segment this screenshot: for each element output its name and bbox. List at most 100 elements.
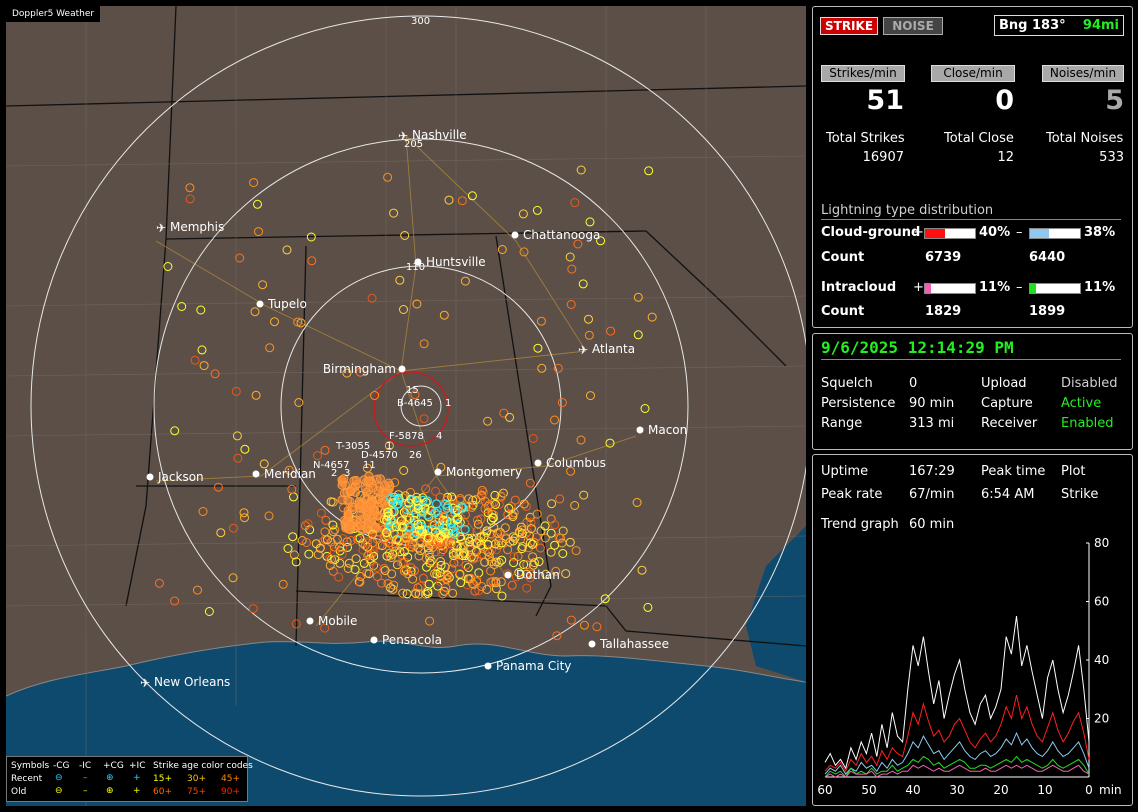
- strike-mark: [413, 501, 423, 511]
- neg-cg-old-icon: ⊖: [55, 786, 63, 796]
- strike-mark: [640, 404, 650, 413]
- strike-mark: [413, 519, 423, 530]
- strike-mark: [465, 542, 475, 552]
- strike-mark: [509, 508, 519, 518]
- city-tallahassee[interactable]: Tallahassee: [588, 637, 669, 651]
- upload-value[interactable]: Disabled: [1061, 376, 1118, 391]
- strike-mark: [325, 560, 335, 570]
- strike-mark: [388, 541, 398, 551]
- strike-mark: [477, 582, 487, 591]
- strike-mark: [303, 519, 313, 529]
- city-nashville[interactable]: ✈ Nashville: [398, 128, 467, 143]
- strike-mark: [370, 391, 380, 400]
- total-strikes-label: Total Strikes: [826, 131, 905, 146]
- city-label: Tallahassee: [599, 637, 669, 651]
- storm-cell-label[interactable]: N-4657: [313, 460, 350, 471]
- city-memphis[interactable]: ✈ Memphis: [156, 220, 224, 235]
- strike-mark: [483, 501, 493, 511]
- strike-mark: [346, 536, 356, 546]
- storm-cell-label[interactable]: T-3055: [335, 441, 370, 452]
- city-atlanta[interactable]: ✈ Atlanta: [578, 342, 635, 357]
- close-per-min-button[interactable]: Close/min: [931, 65, 1015, 82]
- city-macon[interactable]: Macon: [636, 423, 688, 437]
- trend-value[interactable]: 60 min: [909, 517, 955, 532]
- noises-per-min-button[interactable]: Noises/min: [1042, 65, 1124, 82]
- uptime-value: 167:29: [909, 464, 955, 479]
- cg-pos-bar: [924, 228, 976, 239]
- plot-value[interactable]: Strike: [1061, 487, 1099, 502]
- strike-mark: [391, 541, 401, 551]
- storm-cell-suffix: 3: [344, 468, 350, 479]
- strike-mark: [423, 533, 433, 543]
- strike-mark: [647, 312, 657, 322]
- city-pensacola[interactable]: Pensacola: [370, 633, 443, 647]
- cg-plus-sign: +: [913, 225, 924, 240]
- strike-mark: [519, 499, 529, 509]
- close-ring: [373, 371, 449, 447]
- strike-mark: [454, 550, 464, 560]
- city-birmingham[interactable]: Birmingham: [323, 362, 406, 376]
- strike-mark: [284, 465, 294, 475]
- storm-cell-label[interactable]: F-5878: [389, 431, 424, 442]
- strike-mark: [382, 551, 392, 561]
- squelch-value[interactable]: 0: [909, 376, 918, 391]
- peak-time-value: 6:54 AM: [981, 487, 1035, 502]
- radar-map[interactable]: 300 205 110 15 ✈ Nashville ✈ Memphis Chattanoog…: [6, 6, 806, 806]
- city-new-orleans[interactable]: ✈ New Orleans: [140, 675, 230, 690]
- city-montgomery[interactable]: Montgomery: [434, 465, 523, 479]
- city-dothan[interactable]: Dothan: [504, 568, 560, 582]
- receiver-value[interactable]: Enabled: [1061, 416, 1114, 431]
- strike-mark: [423, 587, 433, 596]
- city-tupelo[interactable]: Tupelo: [256, 297, 307, 311]
- strike-indicator[interactable]: STRIKE: [820, 17, 878, 35]
- city-label: Birmingham: [323, 362, 396, 376]
- ic-minus-sign: –: [1016, 280, 1023, 295]
- city-jackson[interactable]: Jackson: [146, 470, 204, 484]
- strike-mark: [489, 510, 498, 520]
- strikes-per-min-button[interactable]: Strikes/min: [821, 65, 905, 82]
- legend-col-neg-cg: -CG: [53, 761, 70, 771]
- city-dot-icon: [252, 470, 260, 478]
- persistence-value[interactable]: 90 min: [909, 396, 955, 411]
- strike-mark: [405, 513, 415, 523]
- city-mobile[interactable]: Mobile: [306, 614, 358, 628]
- trend-series-line: [824, 764, 1090, 778]
- city-chattanooga[interactable]: Chattanooga: [511, 228, 601, 242]
- strike-mark: [550, 415, 559, 425]
- strike-mark: [362, 463, 372, 473]
- strike-mark: [565, 537, 575, 547]
- city-label: Panama City: [496, 659, 571, 673]
- noise-indicator[interactable]: NOISE: [883, 17, 943, 35]
- strike-mark: [351, 475, 361, 485]
- x-tick-label: 20: [993, 783, 1008, 797]
- strike-mark: [430, 508, 440, 518]
- strike-mark: [576, 435, 586, 445]
- city-panama-city[interactable]: Panama City: [484, 659, 572, 673]
- strike-mark: [497, 555, 507, 565]
- map-canvas[interactable]: 300 205 110 15 ✈ Nashville ✈ Memphis Chattanoog…: [6, 6, 806, 806]
- strike-mark: [294, 398, 304, 407]
- strike-mark: [278, 579, 288, 589]
- legend-age-label: Strike age color codes: [153, 761, 253, 771]
- strike-mark: [496, 577, 506, 587]
- strike-mark: [515, 527, 525, 537]
- capture-value[interactable]: Active: [1061, 396, 1102, 411]
- strike-mark: [447, 538, 457, 547]
- strike-mark: [551, 566, 561, 576]
- range-value[interactable]: 313 mi: [909, 416, 955, 431]
- county-lines: [6, 6, 806, 806]
- strike-mark: [540, 521, 550, 531]
- city-columbus[interactable]: Columbus: [534, 456, 606, 470]
- strike-mark: [576, 165, 586, 175]
- strike-mark: [385, 551, 395, 561]
- app-title: Doppler5 Weather: [6, 6, 101, 22]
- strike-mark: [396, 528, 406, 538]
- storm-cell-label[interactable]: D-4570: [361, 450, 398, 461]
- strike-mark: [307, 256, 317, 266]
- strike-mark: [526, 569, 536, 579]
- city-label: Macon: [648, 423, 687, 437]
- city-huntsville[interactable]: Huntsville: [414, 255, 486, 269]
- storm-cell-label[interactable]: B-4645: [397, 398, 433, 409]
- city-meridian[interactable]: Meridian: [252, 467, 316, 481]
- strike-mark: [228, 573, 238, 583]
